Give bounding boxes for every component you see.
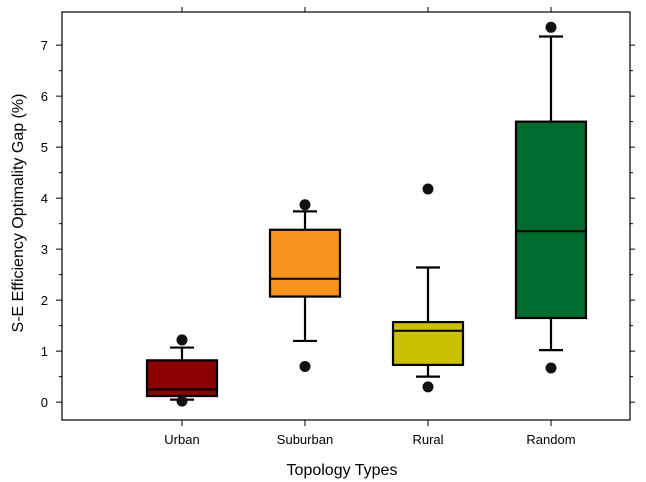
chart-marks	[145, 21, 588, 407]
x-tick-label: Rural	[412, 432, 443, 447]
box-group-suburban	[268, 199, 342, 372]
y-tick-label: 7	[41, 38, 48, 53]
y-tick-label: 1	[41, 344, 48, 359]
box-iqr	[268, 228, 342, 298]
y-tick-label: 5	[41, 140, 48, 155]
x-tick-label: Suburban	[277, 432, 333, 447]
outlier-point	[176, 395, 188, 407]
x-tick-label: Random	[526, 432, 575, 447]
box-group-rural	[391, 183, 465, 393]
y-tick-label: 2	[41, 293, 48, 308]
x-tick-label: Urban	[164, 432, 199, 447]
box-iqr	[145, 359, 219, 398]
y-tick-label: 4	[41, 191, 48, 206]
outlier-point	[422, 381, 434, 393]
x-axis-title: Topology Types	[287, 462, 398, 479]
outlier-point	[299, 199, 311, 211]
box-iqr	[391, 320, 465, 367]
y-tick-label: 0	[41, 395, 48, 410]
outlier-point	[545, 362, 557, 374]
y-tick-label: 6	[41, 89, 48, 104]
y-tick-label: 3	[41, 242, 48, 257]
outlier-point	[422, 183, 434, 195]
box-group-random	[514, 21, 588, 374]
outlier-point	[545, 21, 557, 33]
box-iqr	[514, 120, 588, 320]
axes: 0 1 2 3 4 5 6 7 Urban Suburban Rural Random	[41, 7, 635, 447]
outlier-point	[176, 334, 188, 346]
plot-frame	[61, 11, 631, 421]
box-group-urban	[145, 334, 219, 407]
outlier-point	[299, 360, 311, 372]
y-axis-title: S-E Efficiency Optimality Gap (%)	[10, 94, 27, 333]
